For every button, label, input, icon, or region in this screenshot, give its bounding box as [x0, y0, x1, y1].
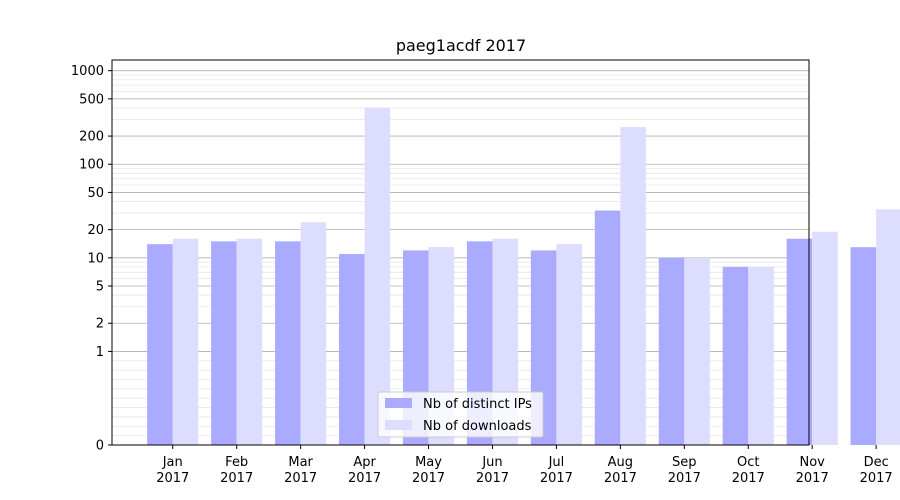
legend-box	[377, 391, 544, 438]
y-tick-label: 200	[79, 130, 104, 145]
x-tick-label: Jan 2017	[156, 455, 189, 486]
x-tick-label: Feb 2017	[220, 455, 253, 486]
x-tick-label: Jul 2017	[540, 455, 573, 486]
y-axis: 0 1 2 5 10 20 50 100 200 500 1000	[71, 64, 112, 454]
bar-distinct-ips-11	[786, 238, 813, 445]
bar-downloads-7	[556, 244, 582, 445]
x-tick-label: Oct 2017	[732, 455, 765, 486]
legend-swatch-distinct-ips	[385, 398, 412, 408]
x-tick-label: Sep 2017	[668, 455, 701, 486]
bar-distinct-ips-3	[275, 241, 301, 445]
bar-distinct-ips-2	[211, 241, 237, 445]
bar-distinct-ips-9	[658, 257, 685, 445]
bar-downloads-11	[812, 231, 838, 445]
bar-downloads-8	[620, 127, 646, 445]
y-tick-label: 50	[87, 186, 104, 201]
legend-label-downloads: Nb of downloads	[423, 419, 532, 434]
y-tick-label: 1	[96, 345, 104, 360]
x-tick-label: Aug 2017	[604, 455, 637, 486]
bar-downloads-10	[748, 266, 774, 445]
bar-distinct-ips-10	[722, 266, 749, 445]
bar-downloads-12	[876, 209, 900, 445]
y-tick-label: 5	[96, 280, 104, 295]
bar-downloads-9	[684, 257, 710, 445]
y-tick-label: 0	[96, 439, 104, 454]
y-tick-label: 100	[79, 158, 104, 173]
bar-distinct-ips-8	[594, 210, 621, 445]
y-tick-label: 1000	[71, 64, 104, 79]
chart-title: paeg1acdf 2017	[396, 36, 526, 55]
y-tick-label: 10	[87, 251, 104, 266]
x-tick-label: Nov 2017	[796, 455, 829, 486]
x-tick-label: Jun 2017	[476, 455, 509, 486]
y-tick-label: 500	[79, 92, 104, 107]
bar-distinct-ips-1	[147, 244, 173, 445]
x-tick-label: Dec 2017	[860, 455, 893, 486]
legend-label-distinct-ips: Nb of distinct IPs	[423, 397, 532, 412]
x-axis: Jan 2017 Feb 2017 Mar 2017 Apr 2017 May 2017 Jun 20…	[156, 445, 893, 486]
x-tick-label: Mar 2017	[284, 455, 317, 486]
x-tick-label: May 2017	[412, 455, 445, 486]
y-tick-label: 2	[96, 317, 104, 332]
x-tick-label: Apr 2017	[348, 455, 381, 486]
bar-downloads-4	[364, 107, 391, 446]
bar-distinct-ips-12	[850, 247, 877, 445]
bar-distinct-ips-4	[339, 253, 365, 445]
legend-swatch-downloads	[385, 420, 412, 430]
bar-downloads-2	[236, 238, 263, 445]
plot-frame	[111, 59, 810, 446]
bar-downloads-1	[172, 238, 199, 445]
y-tick-label: 20	[87, 223, 104, 238]
legend: Nb of distinct IPs Nb of downloads	[377, 391, 544, 438]
bar-downloads-3	[300, 222, 327, 445]
